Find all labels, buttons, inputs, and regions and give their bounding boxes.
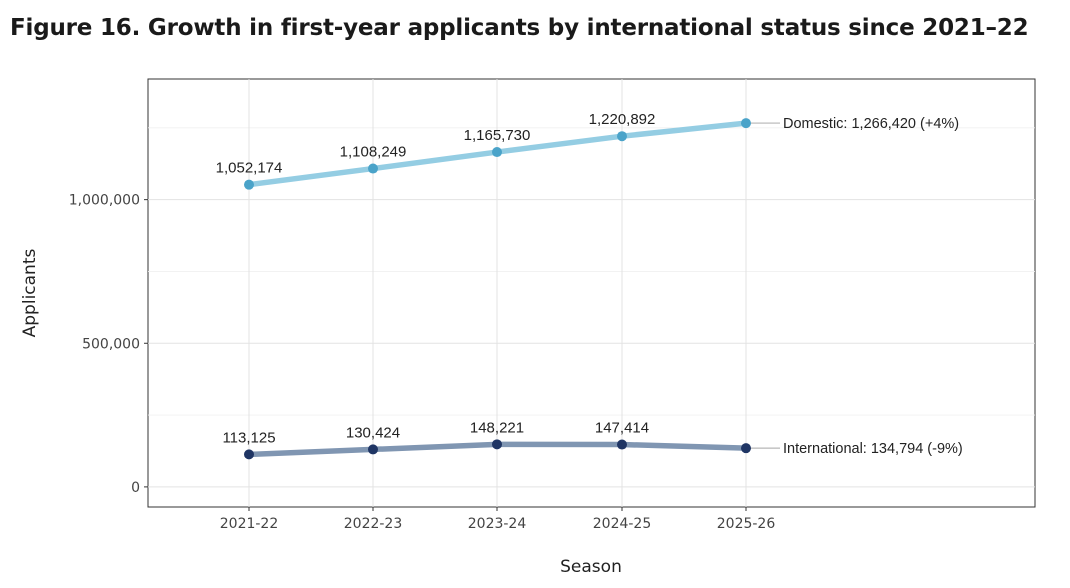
domestic-data-label: 1,052,174 — [216, 160, 283, 177]
plot-area — [147, 78, 1036, 508]
y-axis-title: Applicants — [20, 248, 40, 337]
x-tick-label: 2021-22 — [220, 516, 279, 532]
international-point — [617, 439, 627, 450]
domestic-data-label: 1,220,892 — [589, 111, 656, 128]
domestic-point — [368, 163, 378, 174]
x-tick-label: 2022-23 — [344, 516, 403, 532]
domestic-point — [492, 147, 502, 158]
international-point — [368, 444, 378, 455]
domestic-point — [244, 179, 254, 190]
x-axis: 2021-22 2022-23 2023-24 2024-25 2025-26 — [220, 507, 776, 532]
international-data-label: 147,414 — [595, 420, 649, 437]
international-point — [492, 439, 502, 450]
x-tick-label: 2023-24 — [468, 516, 527, 532]
x-tick-label: 2024-25 — [593, 516, 652, 532]
international-point — [244, 449, 254, 460]
international-end-label: International: 134,794 (-9%) — [783, 441, 963, 457]
international-data-label: 148,221 — [470, 419, 524, 436]
domestic-data-label: 1,165,730 — [464, 127, 531, 144]
y-tick-label: 1,000,000 — [69, 193, 140, 209]
international-data-label: 113,125 — [222, 429, 275, 446]
domestic-point — [741, 118, 751, 129]
international-data-label: 130,424 — [346, 424, 400, 441]
domestic-data-label: 1,108,249 — [340, 144, 407, 161]
international-point — [741, 443, 751, 454]
grid-lines — [148, 79, 1035, 507]
figure-title: Figure 16. Growth in first-year applican… — [10, 15, 1029, 41]
x-tick-label: 2025-26 — [717, 516, 776, 532]
domestic-point — [617, 131, 627, 142]
y-tick-label: 500,000 — [82, 336, 140, 352]
domestic-end-label: Domestic: 1,266,420 (+4%) — [783, 116, 959, 132]
x-axis-title: Season — [560, 557, 622, 577]
y-tick-label: 0 — [131, 480, 140, 496]
y-axis: 0 500,000 1,000,000 — [69, 193, 148, 496]
series-layer: 1,052,174 1,108,249 1,165,730 1,220,892 Dome… — [216, 111, 963, 460]
